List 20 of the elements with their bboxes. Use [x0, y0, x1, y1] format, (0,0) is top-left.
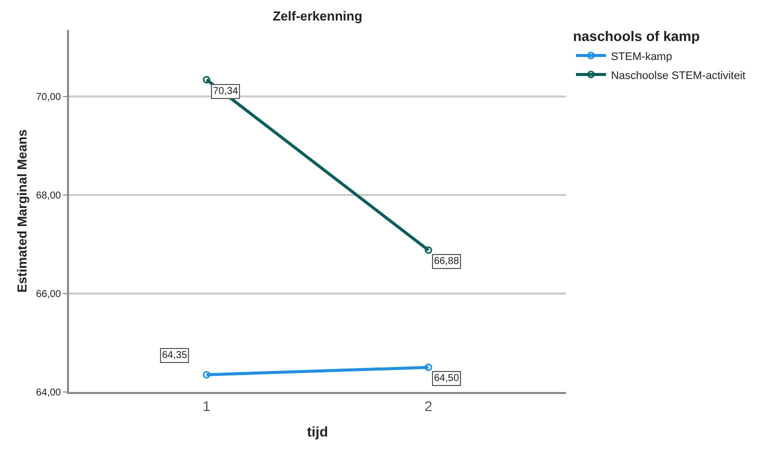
data-label: 70,34: [213, 86, 238, 97]
point: [202, 371, 210, 379]
y-tick-label: 64,00: [36, 388, 62, 398]
data-label: 64,35: [162, 350, 188, 361]
legend-title: naschools of kamp: [572, 28, 700, 44]
data-label: 64,50: [434, 373, 460, 384]
point: [202, 76, 210, 84]
point: [424, 364, 432, 372]
legend-label: Naschoolse STEM-activiteit: [610, 70, 746, 82]
y-tick-label: 66,00: [36, 289, 62, 300]
data-label: 66,88: [434, 256, 460, 267]
x-tick-label: 2: [424, 398, 433, 414]
chart-title: Zelf-erkenning: [272, 8, 362, 24]
x-axis-title: tijd: [307, 424, 328, 440]
legend-label: STEM-kamp: [610, 50, 672, 63]
point: [424, 246, 432, 254]
y-axis-title: Estimated Marginal Means: [14, 129, 30, 293]
x-tick-label: 1: [202, 398, 211, 414]
y-tick-label: 70,00: [36, 92, 62, 103]
y-tick-label: 68,00: [36, 190, 62, 202]
